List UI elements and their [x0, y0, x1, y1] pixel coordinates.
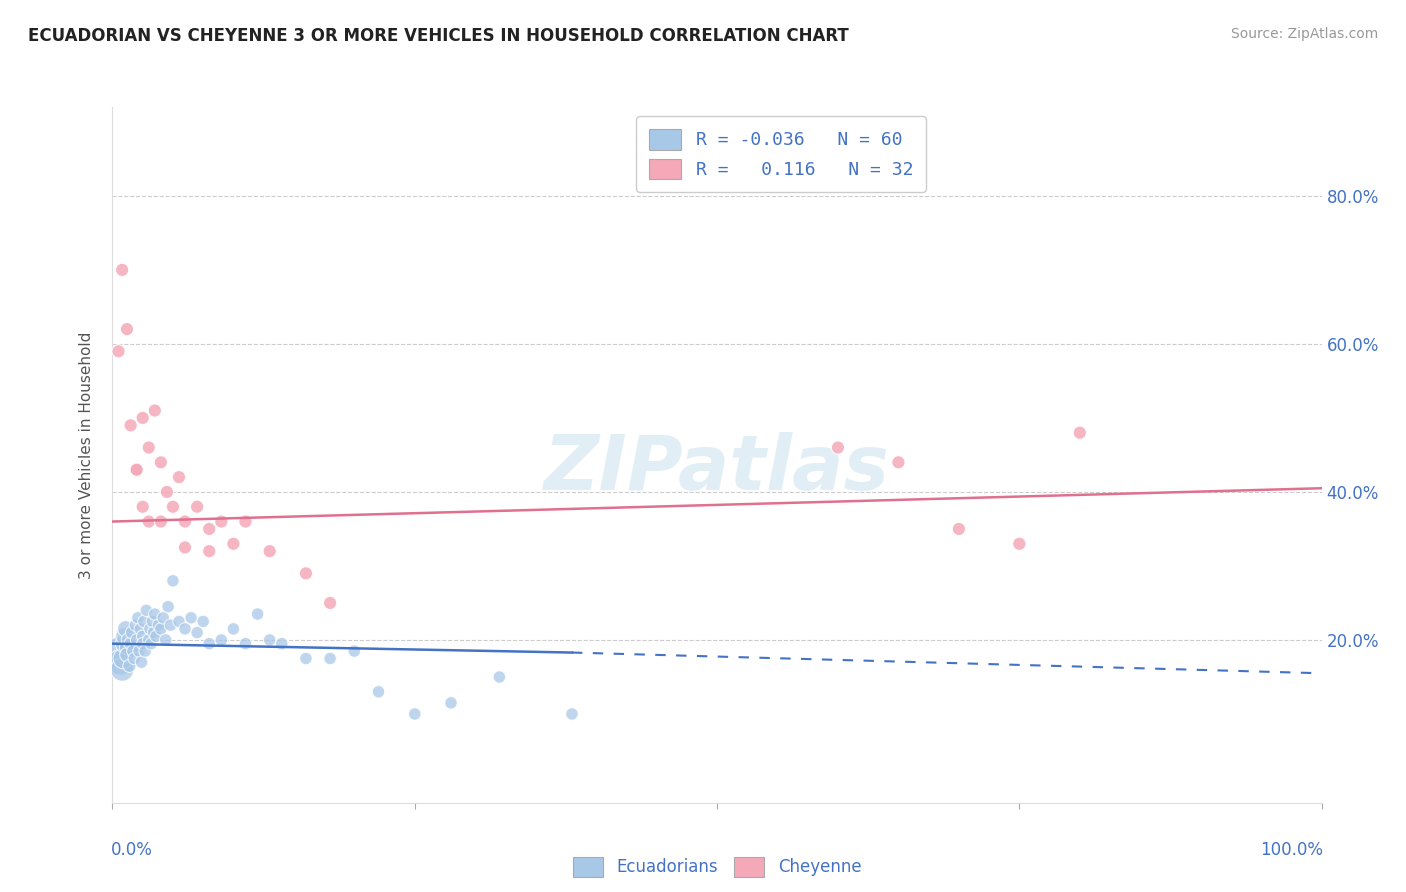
- Point: [198, 522, 221, 536]
- Point: [156, 484, 179, 499]
- Point: [141, 615, 163, 629]
- Point: [115, 648, 138, 662]
- Point: [270, 637, 292, 651]
- Text: ECUADORIAN VS CHEYENNE 3 OR MORE VEHICLES IN HOUSEHOLD CORRELATION CHART: ECUADORIAN VS CHEYENNE 3 OR MORE VEHICLE…: [28, 27, 849, 45]
- Point: [222, 622, 245, 636]
- Point: [149, 515, 172, 529]
- Point: [235, 637, 257, 651]
- Point: [148, 618, 170, 632]
- Point: [186, 625, 208, 640]
- Point: [159, 618, 181, 632]
- Point: [129, 622, 152, 636]
- Point: [488, 670, 510, 684]
- Point: [138, 441, 160, 455]
- Point: [162, 574, 184, 588]
- Point: [149, 622, 172, 636]
- Point: [128, 644, 150, 658]
- Point: [121, 625, 143, 640]
- Point: [107, 344, 129, 359]
- Point: [132, 629, 155, 643]
- Point: [295, 566, 318, 581]
- Point: [114, 637, 136, 651]
- Point: [132, 637, 155, 651]
- Point: [143, 403, 166, 417]
- Point: [142, 625, 165, 640]
- Legend: Ecuadorians, Cheyenne: Ecuadorians, Cheyenne: [564, 849, 870, 885]
- Point: [198, 544, 221, 558]
- Point: [145, 629, 167, 643]
- Point: [120, 418, 142, 433]
- Point: [167, 470, 190, 484]
- Point: [139, 622, 162, 636]
- Point: [259, 544, 281, 558]
- Point: [149, 455, 172, 469]
- Point: [319, 596, 342, 610]
- Point: [134, 644, 156, 658]
- Point: [198, 637, 221, 651]
- Point: [115, 322, 138, 336]
- Point: [155, 632, 177, 647]
- Point: [295, 651, 318, 665]
- Point: [167, 615, 190, 629]
- Point: [174, 515, 197, 529]
- Text: 100.0%: 100.0%: [1260, 841, 1323, 859]
- Point: [1008, 537, 1031, 551]
- Point: [138, 515, 160, 529]
- Point: [174, 622, 197, 636]
- Text: ZIPatlas: ZIPatlas: [544, 432, 890, 506]
- Point: [209, 632, 232, 647]
- Point: [222, 537, 245, 551]
- Point: [107, 644, 129, 658]
- Point: [367, 685, 389, 699]
- Point: [887, 455, 910, 469]
- Point: [191, 615, 214, 629]
- Point: [110, 655, 132, 669]
- Point: [132, 615, 155, 629]
- Point: [246, 607, 269, 621]
- Y-axis label: 3 or more Vehicles in Household: 3 or more Vehicles in Household: [79, 331, 94, 579]
- Point: [162, 500, 184, 514]
- Point: [343, 644, 366, 658]
- Point: [827, 441, 849, 455]
- Point: [111, 663, 134, 677]
- Point: [131, 655, 153, 669]
- Point: [186, 500, 208, 514]
- Point: [132, 500, 155, 514]
- Point: [1069, 425, 1091, 440]
- Point: [114, 622, 136, 636]
- Point: [125, 463, 148, 477]
- Point: [115, 640, 138, 655]
- Point: [127, 611, 149, 625]
- Point: [141, 637, 163, 651]
- Point: [114, 629, 136, 643]
- Point: [143, 607, 166, 621]
- Point: [948, 522, 970, 536]
- Point: [259, 632, 281, 647]
- Point: [135, 603, 157, 617]
- Point: [180, 611, 202, 625]
- Point: [122, 651, 145, 665]
- Point: [112, 651, 135, 665]
- Point: [125, 632, 148, 647]
- Text: Source: ZipAtlas.com: Source: ZipAtlas.com: [1230, 27, 1378, 41]
- Point: [132, 411, 155, 425]
- Text: 0.0%: 0.0%: [111, 841, 153, 859]
- Point: [157, 599, 180, 614]
- Point: [561, 706, 583, 721]
- Point: [138, 632, 160, 647]
- Point: [117, 632, 139, 647]
- Point: [122, 644, 145, 658]
- Point: [118, 658, 141, 673]
- Point: [125, 463, 148, 477]
- Point: [440, 696, 463, 710]
- Point: [152, 611, 174, 625]
- Point: [404, 706, 426, 721]
- Point: [174, 541, 197, 555]
- Point: [319, 651, 342, 665]
- Point: [209, 515, 232, 529]
- Point: [124, 618, 146, 632]
- Point: [111, 263, 134, 277]
- Point: [235, 515, 257, 529]
- Point: [120, 637, 142, 651]
